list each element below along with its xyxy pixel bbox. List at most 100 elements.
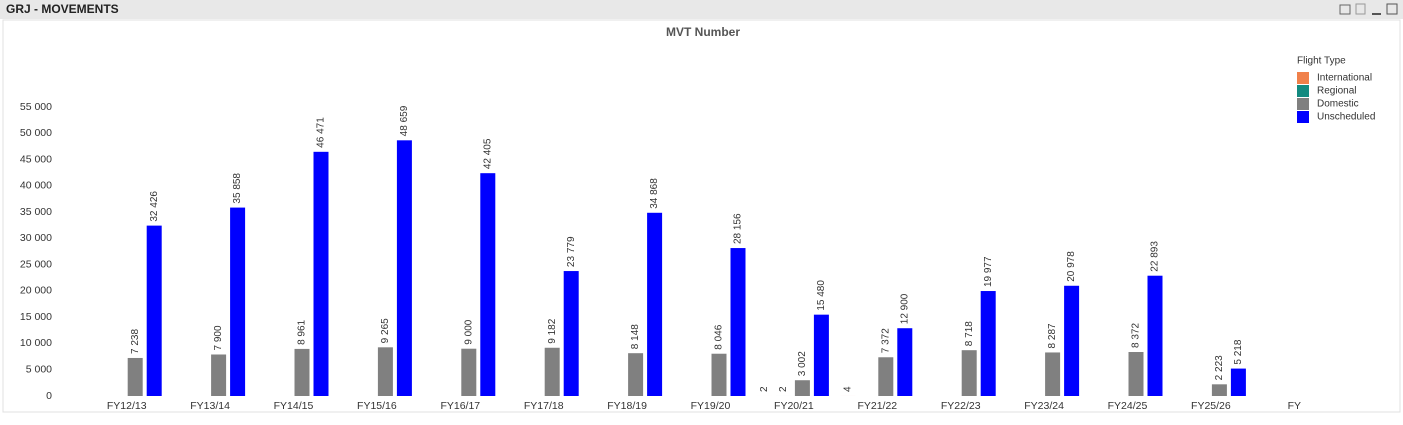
x-tick-label: FY18/19 — [607, 400, 647, 412]
x-tick-label: FY20/21 — [774, 400, 814, 412]
bar — [794, 380, 810, 396]
x-tick-label: FY15/16 — [357, 400, 397, 412]
y-tick-label: 35 000 — [20, 206, 52, 218]
bar — [730, 248, 746, 396]
data-label: 19 977 — [983, 256, 994, 287]
bar — [313, 151, 329, 396]
bar — [230, 207, 246, 396]
bar — [1128, 352, 1144, 396]
bar — [544, 347, 560, 396]
legend-label: Regional — [1317, 86, 1356, 97]
bar — [294, 348, 310, 396]
x-tick-label: FY17/18 — [524, 400, 564, 412]
data-label: 42 405 — [482, 138, 493, 169]
data-label: 2 223 — [1214, 355, 1225, 380]
x-tick-label: FY14/15 — [274, 400, 314, 412]
y-tick-label: 45 000 — [20, 153, 52, 165]
legend-swatch — [1297, 72, 1309, 84]
data-label: 32 426 — [149, 191, 160, 222]
bar — [396, 140, 412, 396]
data-label: 23 779 — [566, 236, 577, 267]
x-tick-label: FY13/14 — [190, 400, 230, 412]
y-tick-label: 30 000 — [20, 232, 52, 244]
data-label: 8 372 — [1131, 323, 1142, 348]
bar — [878, 357, 894, 396]
data-label: 2 — [778, 386, 789, 392]
data-label: 7 238 — [130, 329, 141, 354]
data-label: 7 900 — [213, 325, 224, 350]
data-label: 2 — [759, 386, 770, 392]
y-tick-label: 10 000 — [20, 337, 52, 349]
bar — [897, 328, 913, 396]
bar — [1211, 384, 1227, 396]
maximize-icon[interactable] — [1386, 3, 1398, 15]
x-tick-label: FY25/26 — [1191, 400, 1231, 412]
data-label: 9 265 — [380, 318, 391, 343]
bar — [961, 350, 977, 396]
bar — [1147, 275, 1163, 396]
print-icon[interactable] — [1339, 4, 1351, 15]
y-tick-label: 40 000 — [20, 180, 52, 192]
y-tick-label: 15 000 — [20, 311, 52, 323]
bar — [711, 353, 727, 396]
legend-title: Flight Type — [1297, 56, 1346, 67]
bar — [647, 212, 663, 396]
legend-swatch — [1297, 85, 1309, 97]
bar — [1230, 368, 1246, 396]
title-bar — [0, 0, 1403, 19]
chart-frame — [2, 19, 1401, 413]
y-tick-label: 20 000 — [20, 285, 52, 297]
data-label: 7 372 — [880, 328, 891, 353]
data-label: 28 156 — [733, 213, 744, 244]
chart-title: MVT Number — [666, 25, 740, 39]
y-tick-label: 25 000 — [20, 258, 52, 270]
data-label: 48 659 — [399, 105, 410, 136]
data-label: 22 893 — [1150, 241, 1161, 272]
x-tick-label: FY24/25 — [1108, 400, 1148, 412]
x-tick-label: FY22/23 — [941, 400, 981, 412]
y-tick-label: 0 — [46, 390, 52, 402]
bar — [146, 225, 162, 396]
y-tick-label: 50 000 — [20, 127, 52, 139]
x-tick-label: FY19/20 — [691, 400, 731, 412]
window-title: GRJ - MOVEMENTS — [6, 2, 119, 16]
data-label: 8 961 — [297, 319, 308, 344]
x-tick-label: FY23/24 — [1024, 400, 1064, 412]
legend-label: Domestic — [1317, 99, 1359, 110]
bar — [628, 353, 644, 396]
data-label: 8 718 — [964, 321, 975, 346]
data-label: 12 900 — [899, 293, 910, 324]
data-label: 4 — [842, 386, 853, 392]
window-icons[interactable] — [1339, 3, 1398, 15]
export-icon[interactable] — [1355, 3, 1366, 15]
y-tick-label: 55 000 — [20, 101, 52, 113]
x-axis-title: FY — [1288, 400, 1301, 412]
x-tick-label: FY21/22 — [857, 400, 897, 412]
data-label: 9 000 — [463, 319, 474, 344]
bar — [1064, 285, 1080, 396]
data-label: 3 002 — [797, 351, 808, 376]
legend-label: International — [1317, 73, 1372, 84]
data-label: 35 858 — [232, 173, 243, 204]
x-tick-label: FY12/13 — [107, 400, 147, 412]
data-label: 5 218 — [1233, 339, 1244, 364]
bar — [480, 173, 496, 396]
data-label: 8 148 — [630, 324, 641, 349]
data-label: 15 480 — [816, 280, 827, 311]
data-label: 46 471 — [316, 117, 327, 148]
data-label: 34 868 — [649, 178, 660, 209]
bar — [1045, 352, 1061, 396]
data-label: 8 046 — [714, 324, 725, 349]
x-tick-label: FY16/17 — [440, 400, 480, 412]
bar — [461, 348, 477, 396]
bar — [377, 347, 393, 396]
data-label: 8 287 — [1047, 323, 1058, 348]
bar — [127, 357, 143, 396]
bar — [563, 271, 579, 396]
y-tick-label: 5 000 — [26, 364, 52, 376]
legend-swatch — [1297, 111, 1309, 123]
data-label: 9 182 — [547, 318, 558, 343]
data-label: 20 978 — [1066, 251, 1077, 282]
